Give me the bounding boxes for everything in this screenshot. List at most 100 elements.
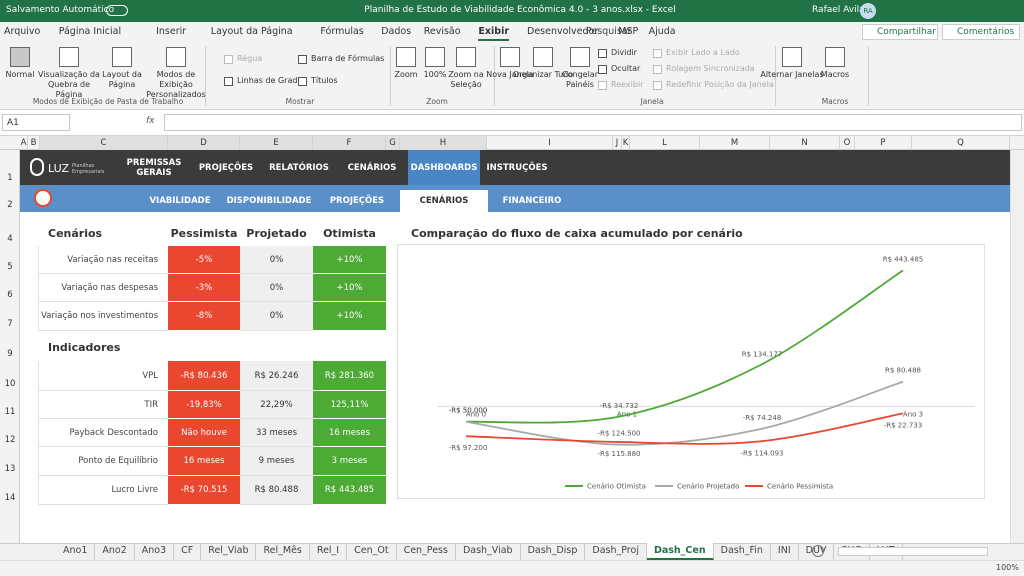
sheet-tab[interactable]: Ano2 [95, 543, 135, 560]
ribbon-tab[interactable]: Página Inicial [58, 26, 122, 37]
sheet-tab[interactable]: Ano3 [135, 543, 175, 560]
ribbon-icon[interactable] [570, 47, 590, 67]
ribbon-icon[interactable] [59, 47, 79, 67]
table-cell: -8% [168, 302, 240, 331]
ribbon-icon[interactable] [425, 47, 445, 67]
hscroll[interactable] [838, 547, 988, 556]
sheet-tab[interactable]: Dash_Proj [585, 543, 647, 560]
ribbon-button[interactable]: Zoom na Seleção [448, 70, 484, 89]
sheet-tab[interactable]: Rel_I [310, 543, 348, 560]
ribbon-button[interactable]: Congelar Painéis [562, 70, 598, 89]
ribbon-icon[interactable] [166, 47, 186, 67]
row-header: 5 [7, 262, 13, 272]
sheet-tab[interactable]: INI [771, 543, 799, 560]
ribbon-icon[interactable] [112, 47, 132, 67]
ribbon-button[interactable]: Zoom [394, 70, 418, 79]
ribbon-option[interactable]: Régua [237, 54, 263, 63]
ribbon-tab[interactable]: MSP [618, 26, 639, 37]
group-separator [868, 46, 869, 106]
sheet-tab[interactable]: Rel_Mês [256, 543, 310, 560]
nav-item[interactable]: INSTRUÇÕES [486, 162, 548, 173]
ribbon-tab[interactable]: Layout da Página [210, 26, 293, 37]
sheet-tab[interactable]: Dash_Disp [521, 543, 586, 560]
ribbon-button[interactable]: Visualização da Quebra de Página [38, 70, 100, 99]
subnav-item[interactable]: VIABILIDADE [149, 196, 211, 206]
sheet-tab[interactable]: Cen_Ot [347, 543, 397, 560]
share-button[interactable]: Compartilhar [862, 24, 938, 40]
subnav-item[interactable]: FINANCEIRO [502, 196, 562, 206]
checkbox[interactable] [298, 77, 307, 86]
vscroll[interactable] [1010, 150, 1024, 543]
ribbon-small-icon[interactable] [598, 65, 607, 74]
checkbox[interactable] [224, 55, 233, 64]
ribbon-tab[interactable]: Inserir [156, 26, 187, 37]
ribbon-icon[interactable] [825, 47, 845, 67]
ribbon-button[interactable]: Alternar Janelas [760, 70, 824, 79]
sheet-tab[interactable]: CF [174, 543, 202, 560]
ribbon-button[interactable]: Normal [5, 70, 35, 79]
sheet-tab[interactable]: Dash_Cen [646, 543, 714, 560]
nav-item[interactable]: CENÁRIOS [347, 162, 397, 173]
ribbon-icon[interactable] [456, 47, 476, 67]
subnav-item[interactable]: DISPONIBILIDADE [226, 196, 312, 206]
ribbon-icon[interactable] [500, 47, 520, 67]
ribbon-option[interactable]: Rolagem Sincronizada [666, 64, 755, 73]
legend-label: Cenário Pessimista [767, 483, 833, 491]
subnav-item[interactable]: CENÁRIOS [400, 190, 488, 212]
ribbon-icon[interactable] [10, 47, 30, 67]
ribbon-option[interactable]: Dividir [611, 48, 637, 57]
search[interactable]: Pesquisar [586, 26, 632, 37]
ribbon-option[interactable]: Reexibir [611, 80, 644, 89]
user-initials[interactable]: RA [860, 3, 876, 19]
autosave-toggle[interactable] [106, 5, 128, 16]
ribbon-tab[interactable]: Arquivo [4, 26, 41, 37]
ribbon-option[interactable]: Ocultar [611, 64, 641, 73]
ribbon-option[interactable]: Exibir Lado a Lado [666, 48, 740, 57]
ribbon-button[interactable]: 100% [423, 70, 447, 79]
ribbon-tab[interactable]: Fórmulas [320, 26, 364, 37]
ribbon-button[interactable]: Organizar Tudo [512, 70, 574, 79]
subnav-item[interactable]: PROJEÇÕES [329, 196, 385, 206]
table-cell: R$ 26.246 [240, 361, 313, 391]
ribbon-icon[interactable] [782, 47, 802, 67]
ribbon-option[interactable]: Linhas de Grade [237, 76, 303, 85]
sheet-tab[interactable]: Cen_Pess [397, 543, 456, 560]
ribbon-button[interactable]: Macros [820, 70, 850, 79]
ribbon-icon[interactable] [396, 47, 416, 67]
checkbox[interactable] [298, 55, 307, 64]
table-cell: -R$ 80.436 [168, 361, 240, 391]
ribbon-button[interactable]: Modos de Exibição Personalizados [146, 70, 206, 99]
ribbon-option[interactable]: Redefinir Posição da Janela [666, 80, 774, 89]
ribbon-icon[interactable] [533, 47, 553, 67]
formula-input[interactable] [164, 114, 1022, 131]
nav-item[interactable]: RELATÓRIOS [269, 162, 329, 173]
ribbon-small-icon[interactable] [598, 81, 607, 90]
ribbon-tab[interactable]: Exibir [478, 26, 510, 41]
ribbon-tab[interactable]: Dados [381, 26, 412, 37]
sheet-tab[interactable]: Rel_Viab [201, 543, 257, 560]
ribbon-option[interactable]: Títulos [311, 76, 338, 85]
data-label: -R$ 114.093 [740, 449, 783, 457]
sheet-tab[interactable]: Ano1 [56, 543, 96, 560]
sheet-tab[interactable]: Dash_Fin [714, 543, 771, 560]
ribbon-button[interactable]: Layout da Página [102, 70, 142, 89]
ribbon-button[interactable]: Nova Janela [486, 70, 534, 79]
ribbon-small-icon[interactable] [653, 49, 662, 58]
ribbon-tab[interactable]: Ajuda [648, 26, 676, 37]
nav-item[interactable]: PROJEÇÕES [198, 162, 254, 173]
nav-item[interactable]: PREMISSAS GERAIS [126, 157, 182, 178]
ribbon-small-icon[interactable] [653, 81, 662, 90]
ribbon-tab[interactable]: Revisão [423, 26, 461, 37]
add-sheet[interactable] [812, 545, 824, 557]
table-cell: 3 meses [313, 447, 386, 476]
ribbon-option[interactable]: Barra de Fórmulas [311, 54, 385, 63]
sheet-tab[interactable]: Dash_Viab [456, 543, 521, 560]
ribbon-tab[interactable]: Desenvolvedor [527, 26, 599, 37]
ribbon-small-icon[interactable] [598, 49, 607, 58]
name-box[interactable]: A1 [2, 114, 70, 131]
checkbox[interactable] [224, 77, 233, 86]
nav-item[interactable]: DASHBOARDS [408, 150, 480, 185]
comments-button[interactable]: Comentários [942, 24, 1020, 40]
ribbon-small-icon[interactable] [653, 65, 662, 74]
play-button[interactable] [34, 189, 52, 207]
